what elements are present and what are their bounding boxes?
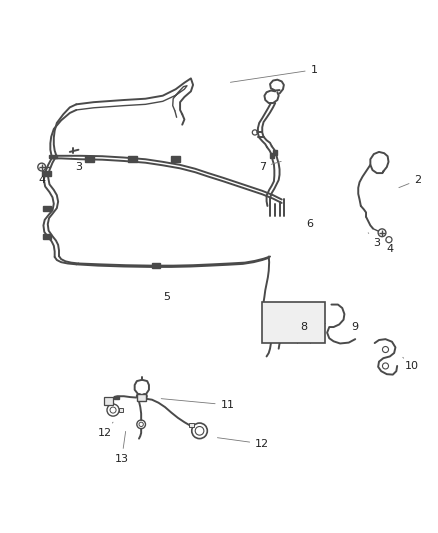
Text: 13: 13 <box>115 431 129 464</box>
Text: 7: 7 <box>259 161 281 172</box>
Bar <box>262 302 325 343</box>
Bar <box>273 150 277 155</box>
Text: 5: 5 <box>164 292 171 302</box>
Text: 3: 3 <box>71 156 82 172</box>
Text: 10: 10 <box>403 357 418 371</box>
Text: 3: 3 <box>368 233 380 248</box>
Bar <box>119 408 123 412</box>
Text: 11: 11 <box>161 399 235 410</box>
Bar <box>152 263 160 268</box>
Text: 4: 4 <box>38 168 45 185</box>
Bar <box>189 423 194 426</box>
Text: 8: 8 <box>300 322 307 332</box>
Text: 1: 1 <box>230 64 318 82</box>
Text: 12: 12 <box>97 422 113 438</box>
Text: 9: 9 <box>352 322 359 332</box>
Bar <box>137 394 146 401</box>
Bar <box>103 397 113 405</box>
Text: 2: 2 <box>399 175 421 188</box>
Bar <box>43 233 51 239</box>
Text: 12: 12 <box>217 438 269 449</box>
Bar <box>43 206 51 211</box>
Bar <box>114 396 119 399</box>
Text: 6: 6 <box>306 219 313 229</box>
Bar <box>171 156 180 162</box>
Bar <box>270 153 274 158</box>
Bar <box>49 155 57 158</box>
Bar <box>43 171 51 176</box>
Bar <box>85 156 94 162</box>
Bar <box>128 156 137 162</box>
Text: 4: 4 <box>385 240 393 254</box>
